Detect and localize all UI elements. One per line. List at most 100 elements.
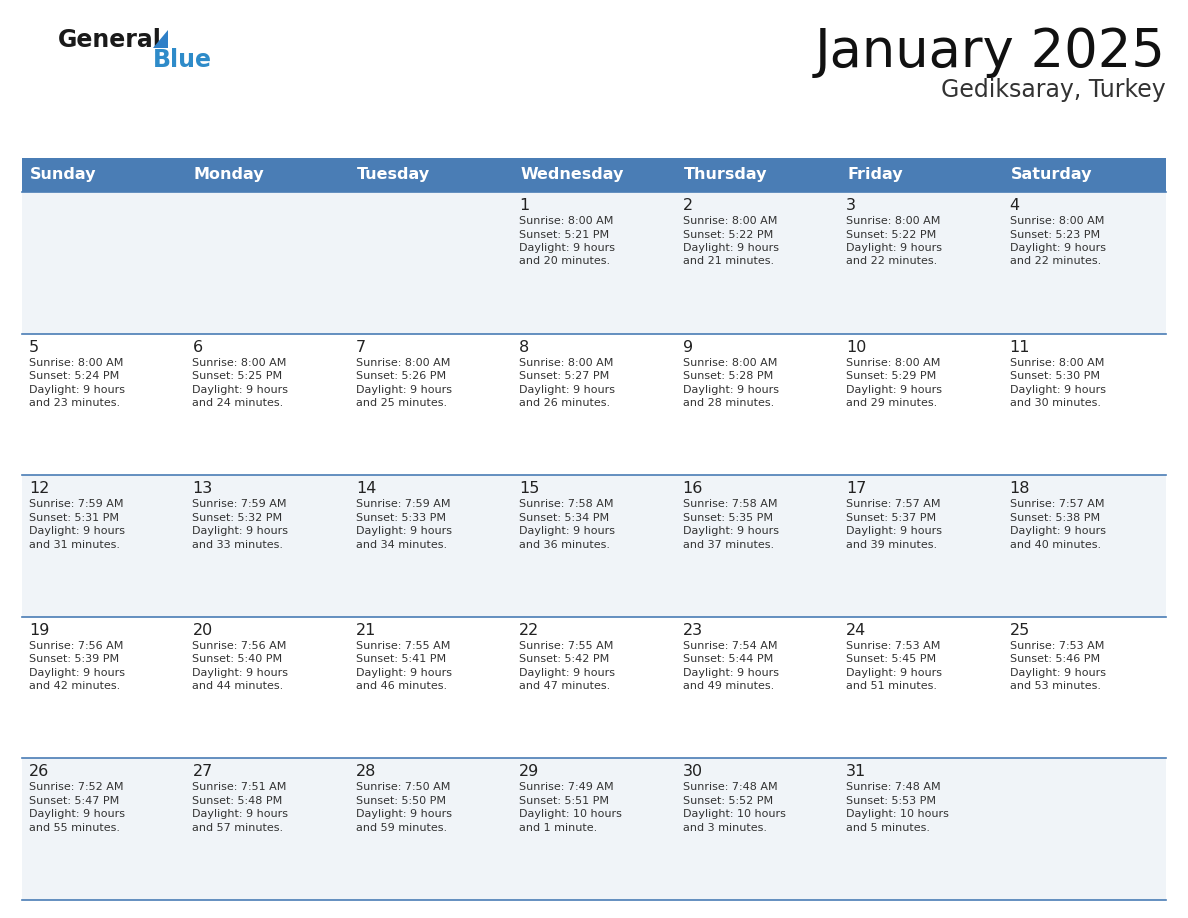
Text: 1: 1 — [519, 198, 530, 213]
Text: 17: 17 — [846, 481, 866, 497]
Text: 2: 2 — [683, 198, 693, 213]
Text: 16: 16 — [683, 481, 703, 497]
Text: 6: 6 — [192, 340, 202, 354]
Text: January 2025: January 2025 — [815, 26, 1165, 78]
Text: Daylight: 9 hours: Daylight: 9 hours — [1010, 526, 1106, 536]
Text: and 49 minutes.: and 49 minutes. — [683, 681, 773, 691]
Text: Sunrise: 8:00 AM: Sunrise: 8:00 AM — [519, 358, 614, 367]
Text: Sunrise: 8:00 AM: Sunrise: 8:00 AM — [683, 216, 777, 226]
Text: Sunset: 5:32 PM: Sunset: 5:32 PM — [192, 512, 283, 522]
Text: 5: 5 — [29, 340, 39, 354]
Text: Saturday: Saturday — [1011, 167, 1092, 183]
Text: Daylight: 9 hours: Daylight: 9 hours — [519, 243, 615, 253]
Text: 18: 18 — [1010, 481, 1030, 497]
Text: Sunrise: 7:59 AM: Sunrise: 7:59 AM — [192, 499, 287, 509]
Text: Sunrise: 7:48 AM: Sunrise: 7:48 AM — [683, 782, 777, 792]
Text: 26: 26 — [29, 765, 49, 779]
Text: 14: 14 — [356, 481, 377, 497]
Text: and 22 minutes.: and 22 minutes. — [846, 256, 937, 266]
Text: Sunset: 5:22 PM: Sunset: 5:22 PM — [683, 230, 773, 240]
Text: Sunset: 5:22 PM: Sunset: 5:22 PM — [846, 230, 936, 240]
Text: and 1 minute.: and 1 minute. — [519, 823, 598, 833]
Text: Sunrise: 7:48 AM: Sunrise: 7:48 AM — [846, 782, 941, 792]
Text: Sunrise: 7:51 AM: Sunrise: 7:51 AM — [192, 782, 286, 792]
Text: Sunset: 5:52 PM: Sunset: 5:52 PM — [683, 796, 773, 806]
Text: Sunset: 5:39 PM: Sunset: 5:39 PM — [29, 655, 119, 665]
Text: and 51 minutes.: and 51 minutes. — [846, 681, 937, 691]
Text: and 3 minutes.: and 3 minutes. — [683, 823, 766, 833]
Text: and 24 minutes.: and 24 minutes. — [192, 398, 284, 409]
Text: 24: 24 — [846, 622, 866, 638]
Text: Tuesday: Tuesday — [356, 167, 430, 183]
Text: 27: 27 — [192, 765, 213, 779]
Text: Daylight: 9 hours: Daylight: 9 hours — [192, 810, 289, 820]
Text: and 42 minutes.: and 42 minutes. — [29, 681, 120, 691]
Text: 19: 19 — [29, 622, 50, 638]
Text: Sunrise: 7:59 AM: Sunrise: 7:59 AM — [29, 499, 124, 509]
Text: Daylight: 9 hours: Daylight: 9 hours — [192, 526, 289, 536]
Text: Sunset: 5:46 PM: Sunset: 5:46 PM — [1010, 655, 1100, 665]
Text: General: General — [58, 28, 162, 52]
Text: Sunrise: 7:50 AM: Sunrise: 7:50 AM — [356, 782, 450, 792]
Text: Daylight: 10 hours: Daylight: 10 hours — [683, 810, 785, 820]
Text: and 23 minutes.: and 23 minutes. — [29, 398, 120, 409]
Text: Sunset: 5:31 PM: Sunset: 5:31 PM — [29, 512, 119, 522]
Text: Daylight: 9 hours: Daylight: 9 hours — [356, 385, 451, 395]
Text: Sunset: 5:44 PM: Sunset: 5:44 PM — [683, 655, 773, 665]
Text: Sunrise: 7:57 AM: Sunrise: 7:57 AM — [846, 499, 941, 509]
Bar — [23, 192, 1165, 333]
Text: Sunset: 5:35 PM: Sunset: 5:35 PM — [683, 512, 772, 522]
Text: Daylight: 9 hours: Daylight: 9 hours — [683, 526, 778, 536]
Text: and 59 minutes.: and 59 minutes. — [356, 823, 447, 833]
Text: Sunrise: 7:59 AM: Sunrise: 7:59 AM — [356, 499, 450, 509]
Text: Daylight: 10 hours: Daylight: 10 hours — [846, 810, 949, 820]
Text: 12: 12 — [29, 481, 50, 497]
Text: Daylight: 9 hours: Daylight: 9 hours — [29, 385, 125, 395]
Text: Sunrise: 7:58 AM: Sunrise: 7:58 AM — [683, 499, 777, 509]
Bar — [23, 333, 1165, 476]
Text: Sunset: 5:29 PM: Sunset: 5:29 PM — [846, 371, 936, 381]
Text: 8: 8 — [519, 340, 530, 354]
Text: Daylight: 9 hours: Daylight: 9 hours — [846, 385, 942, 395]
Text: Daylight: 9 hours: Daylight: 9 hours — [1010, 243, 1106, 253]
Text: and 25 minutes.: and 25 minutes. — [356, 398, 447, 409]
Text: Sunrise: 8:00 AM: Sunrise: 8:00 AM — [192, 358, 286, 367]
Text: and 40 minutes.: and 40 minutes. — [1010, 540, 1101, 550]
Text: Blue: Blue — [153, 48, 211, 72]
Text: Daylight: 9 hours: Daylight: 9 hours — [683, 385, 778, 395]
Text: Daylight: 9 hours: Daylight: 9 hours — [846, 526, 942, 536]
Text: and 39 minutes.: and 39 minutes. — [846, 540, 937, 550]
Text: 3: 3 — [846, 198, 857, 213]
Text: Sunrise: 7:56 AM: Sunrise: 7:56 AM — [192, 641, 286, 651]
Text: Sunday: Sunday — [30, 167, 96, 183]
Polygon shape — [153, 30, 168, 48]
Text: and 33 minutes.: and 33 minutes. — [192, 540, 284, 550]
Text: Sunset: 5:23 PM: Sunset: 5:23 PM — [1010, 230, 1100, 240]
Text: and 21 minutes.: and 21 minutes. — [683, 256, 773, 266]
Text: Wednesday: Wednesday — [520, 167, 624, 183]
Text: Sunset: 5:50 PM: Sunset: 5:50 PM — [356, 796, 446, 806]
Bar — [23, 476, 1165, 617]
Text: and 37 minutes.: and 37 minutes. — [683, 540, 773, 550]
Text: Daylight: 9 hours: Daylight: 9 hours — [29, 810, 125, 820]
Text: Daylight: 9 hours: Daylight: 9 hours — [1010, 667, 1106, 677]
Text: 7: 7 — [356, 340, 366, 354]
Text: Sunset: 5:53 PM: Sunset: 5:53 PM — [846, 796, 936, 806]
Text: and 47 minutes.: and 47 minutes. — [519, 681, 611, 691]
Text: Sunrise: 7:53 AM: Sunrise: 7:53 AM — [1010, 641, 1104, 651]
Text: Sunset: 5:47 PM: Sunset: 5:47 PM — [29, 796, 119, 806]
Text: Daylight: 9 hours: Daylight: 9 hours — [29, 667, 125, 677]
Text: Daylight: 9 hours: Daylight: 9 hours — [519, 667, 615, 677]
Text: Sunset: 5:51 PM: Sunset: 5:51 PM — [519, 796, 609, 806]
Text: Sunrise: 7:49 AM: Sunrise: 7:49 AM — [519, 782, 614, 792]
Text: Sunrise: 8:00 AM: Sunrise: 8:00 AM — [683, 358, 777, 367]
Text: 9: 9 — [683, 340, 693, 354]
Bar — [23, 158, 1165, 192]
Text: Sunrise: 8:00 AM: Sunrise: 8:00 AM — [29, 358, 124, 367]
Text: Daylight: 9 hours: Daylight: 9 hours — [846, 667, 942, 677]
Text: and 34 minutes.: and 34 minutes. — [356, 540, 447, 550]
Text: Sunrise: 8:00 AM: Sunrise: 8:00 AM — [356, 358, 450, 367]
Text: Sunset: 5:26 PM: Sunset: 5:26 PM — [356, 371, 446, 381]
Text: 21: 21 — [356, 622, 377, 638]
Text: Friday: Friday — [847, 167, 903, 183]
